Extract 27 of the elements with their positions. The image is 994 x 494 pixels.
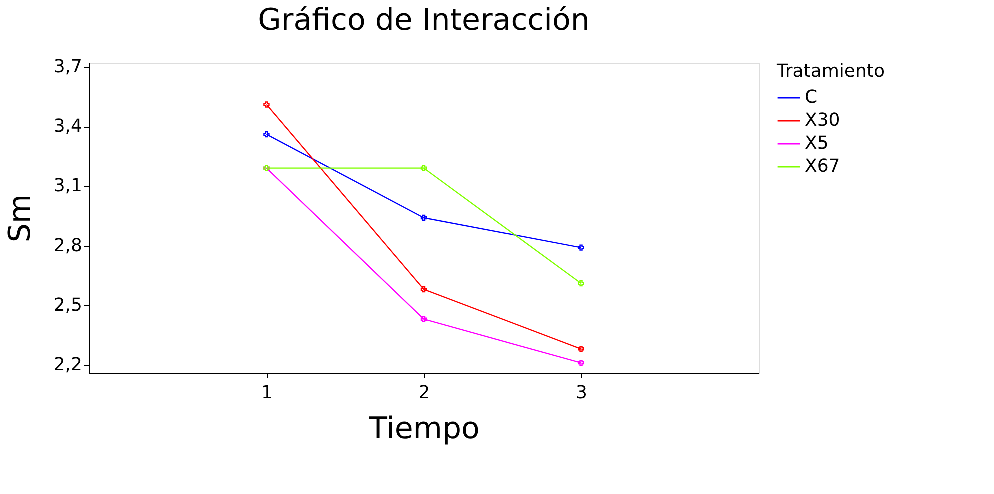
point	[264, 102, 270, 108]
y-tick-label: 3,1	[54, 176, 82, 197]
y-tick-label: 3,7	[54, 56, 82, 78]
x-tick-label: 1	[261, 382, 273, 404]
point	[420, 286, 428, 293]
legend-label: X30	[805, 110, 840, 131]
point	[578, 244, 584, 251]
legend-label: X5	[805, 133, 829, 154]
x-tick-label: 2	[418, 382, 430, 404]
x-axis-title: Tiempo	[368, 412, 480, 446]
point	[420, 214, 428, 222]
legend-label: C	[805, 87, 818, 108]
y-axis-title: Sm	[2, 194, 38, 243]
point	[420, 165, 428, 172]
y-tick-label: 2,8	[54, 235, 82, 256]
point	[578, 360, 584, 366]
legend-title: Tratamiento	[776, 61, 885, 82]
y-tick-label: 2,2	[54, 354, 82, 376]
point	[264, 131, 270, 138]
point	[578, 280, 584, 287]
chart-title: Gráfico de Interacción	[258, 2, 590, 38]
point	[578, 346, 584, 352]
x-tick-label: 3	[576, 382, 588, 404]
y-tick-label: 2,5	[54, 294, 82, 316]
legend-label: X67	[805, 156, 840, 177]
y-tick-label: 3,4	[54, 116, 82, 138]
point	[420, 316, 428, 322]
